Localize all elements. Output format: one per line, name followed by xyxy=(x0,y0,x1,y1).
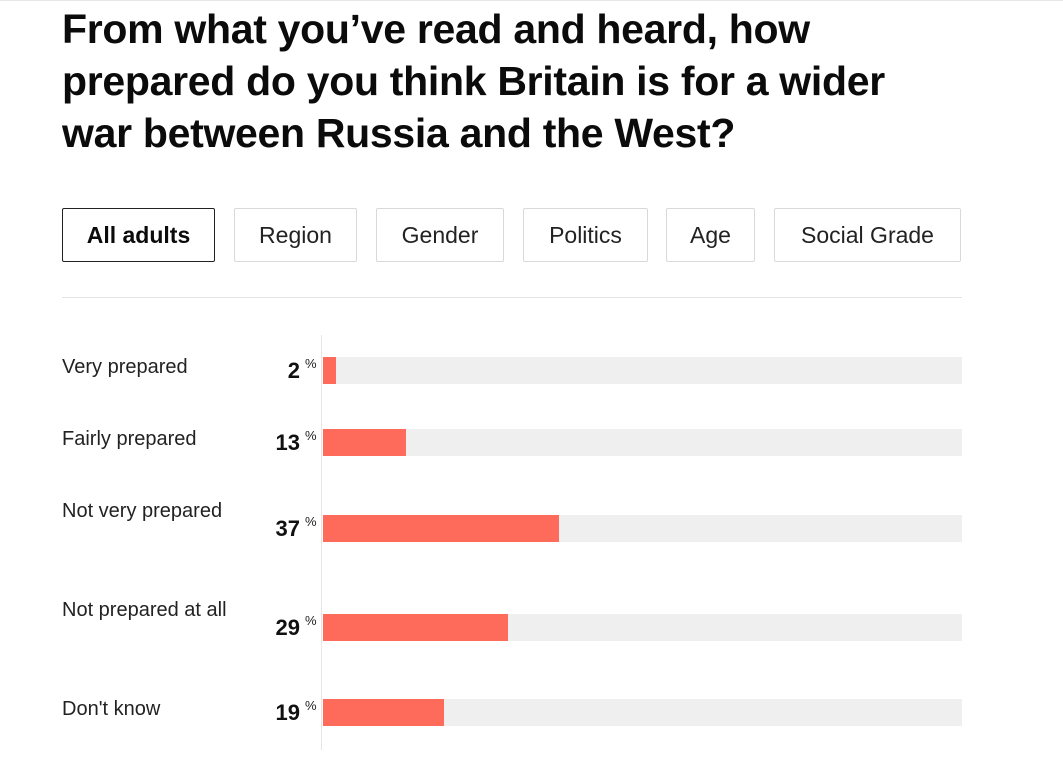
value-label-fairly-prepared: 13 xyxy=(275,430,300,455)
axis-line xyxy=(321,335,322,750)
tab-politics[interactable]: Politics xyxy=(523,208,648,262)
bar-track-don-t-know xyxy=(323,699,962,726)
value-label-not-prepared-at-all: 29 xyxy=(275,615,300,640)
tab-gender[interactable]: Gender xyxy=(376,208,504,262)
percent-sign: % xyxy=(305,428,317,443)
bar-track-very-prepared xyxy=(323,357,962,384)
tab-social-grade[interactable]: Social Grade xyxy=(774,208,961,262)
percent-sign: % xyxy=(305,698,317,713)
category-label-fairly-prepared: Fairly prepared xyxy=(62,428,197,450)
bar-not-very-prepared xyxy=(323,515,559,542)
category-label-very-prepared: Very prepared xyxy=(62,356,188,378)
bar-track-fairly-prepared xyxy=(323,429,962,456)
tab-all-adults[interactable]: All adults xyxy=(62,208,215,262)
bar-don-t-know xyxy=(323,699,444,726)
percent-sign: % xyxy=(305,356,317,371)
category-label-not-prepared-at-all: Not prepared at all xyxy=(62,599,227,621)
bar-track-not-prepared-at-all xyxy=(323,614,962,641)
top-rule xyxy=(0,0,1063,1)
value-label-very-prepared: 2 xyxy=(287,358,300,383)
value-label-not-very-prepared: 37 xyxy=(275,516,300,541)
chart-title: From what you’ve read and heard, how pre… xyxy=(62,6,885,156)
tab-age[interactable]: Age xyxy=(666,208,755,262)
bar-track-not-very-prepared xyxy=(323,515,962,542)
value-label-don-t-know: 19 xyxy=(275,700,300,725)
bar-fairly-prepared xyxy=(323,429,406,456)
percent-sign: % xyxy=(305,514,317,529)
tab-region[interactable]: Region xyxy=(234,208,357,262)
divider xyxy=(62,297,962,298)
bar-not-prepared-at-all xyxy=(323,614,508,641)
category-label-don-t-know: Don't know xyxy=(62,698,161,720)
category-label-not-very-prepared: Not very prepared xyxy=(62,500,223,522)
bar-very-prepared xyxy=(323,357,336,384)
percent-sign: % xyxy=(305,613,317,628)
